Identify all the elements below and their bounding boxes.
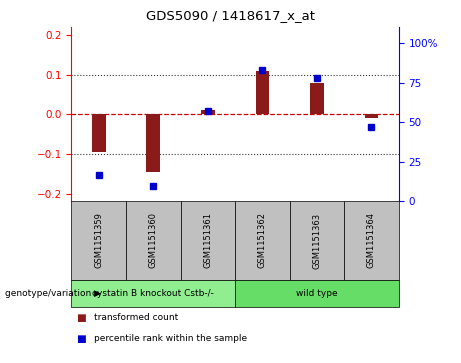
Text: percentile rank within the sample: percentile rank within the sample [94, 334, 247, 343]
Text: ■: ■ [76, 313, 86, 323]
Text: genotype/variation ▶: genotype/variation ▶ [5, 289, 100, 298]
Bar [365, 114, 378, 118]
Text: GSM1151359: GSM1151359 [94, 213, 103, 268]
Text: transformed count: transformed count [94, 313, 178, 322]
Bar [201, 110, 215, 114]
Text: cystatin B knockout Cstb-/-: cystatin B knockout Cstb-/- [92, 289, 214, 298]
Text: GSM1151363: GSM1151363 [313, 212, 321, 269]
Bar [92, 114, 106, 152]
Bar [310, 83, 324, 114]
Bar [255, 71, 269, 114]
Bar [147, 114, 160, 172]
Text: GSM1151364: GSM1151364 [367, 212, 376, 269]
Text: GDS5090 / 1418617_x_at: GDS5090 / 1418617_x_at [146, 9, 315, 22]
Text: GSM1151362: GSM1151362 [258, 212, 267, 269]
Text: GSM1151361: GSM1151361 [203, 212, 213, 269]
Text: wild type: wild type [296, 289, 338, 298]
Text: GSM1151360: GSM1151360 [149, 212, 158, 269]
Text: ■: ■ [76, 334, 86, 344]
